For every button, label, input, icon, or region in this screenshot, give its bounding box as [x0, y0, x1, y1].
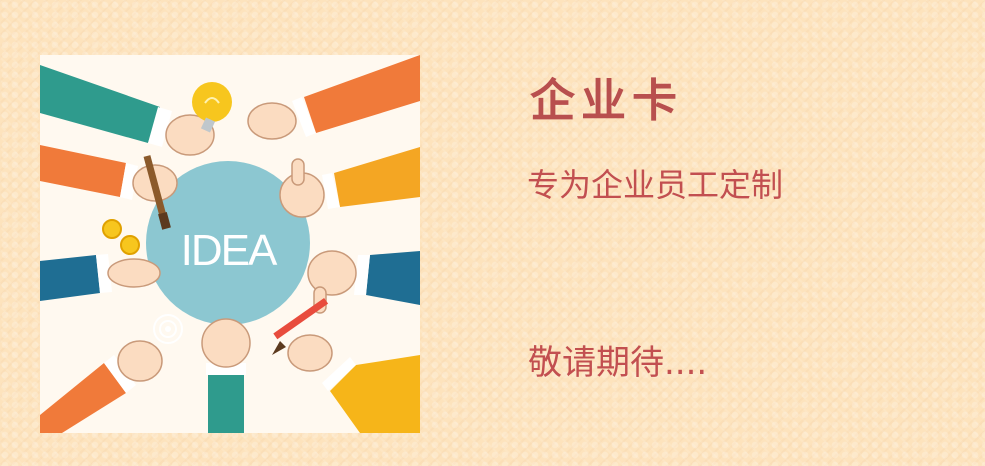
- card-title: 企业卡: [530, 74, 684, 127]
- hand-lower-right: [307, 250, 420, 314]
- hand-mid-left: [40, 145, 178, 202]
- idea-circle: [146, 161, 310, 325]
- pencil-icon: [272, 297, 329, 355]
- teamwork-idea-illustration: IDEA: [40, 55, 420, 433]
- illustration-svg: IDEA: [40, 55, 420, 433]
- hand-bottom-right: [287, 334, 420, 433]
- idea-label: IDEA: [181, 226, 278, 275]
- lightbulb-icon: [192, 82, 232, 133]
- hand-top-left: [40, 65, 215, 156]
- hand-mid-right: [279, 147, 420, 218]
- coming-soon-text: 敬请期待....: [528, 343, 708, 383]
- hand-lower-left: [40, 254, 161, 301]
- hand-top-right: [247, 55, 420, 140]
- hand-bottom-left: [40, 340, 163, 433]
- hand-bottom-center: [201, 318, 251, 433]
- paintbrush-icon: [143, 155, 171, 230]
- coins-icon: [102, 219, 140, 255]
- touch-ripple-icon: [153, 314, 183, 344]
- card-subtitle: 专为企业员工定制: [527, 166, 784, 204]
